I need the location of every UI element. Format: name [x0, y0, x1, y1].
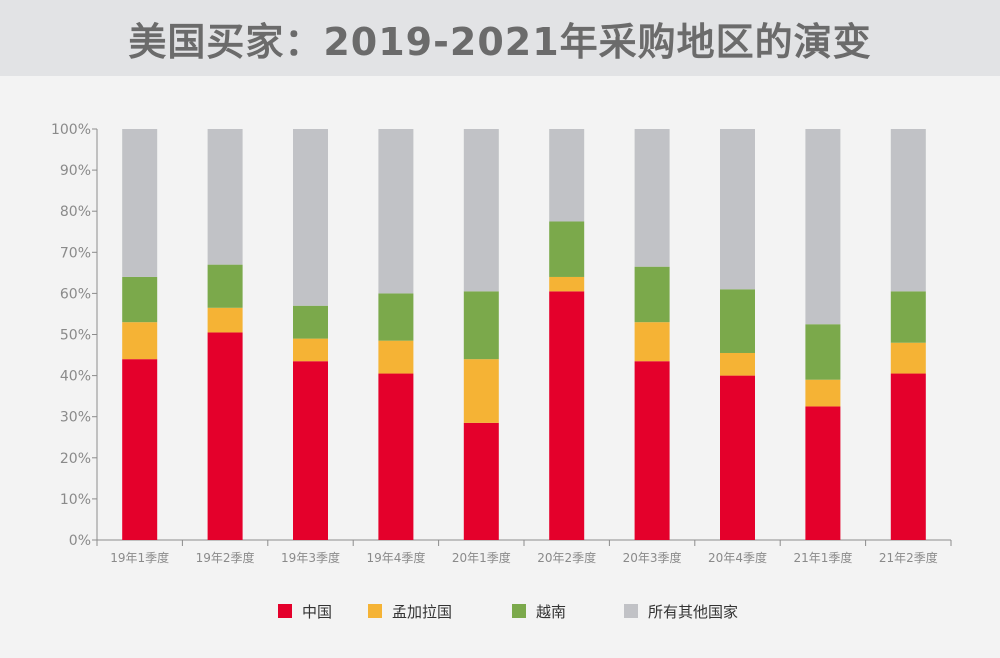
bar-segment [122, 276, 158, 323]
legend-label: 孟加拉国 [392, 602, 453, 621]
x-tick-label: 21年2季度 [879, 550, 938, 565]
bar-segment [549, 129, 585, 222]
stacked-bar-chart: 0% 10% 20% 30% 40% 50% 60% 70% 80% 90% 100% 19年1季度 1… [51, 122, 952, 565]
bar-segment [463, 129, 499, 292]
x-tick-label: 21年1季度 [793, 550, 852, 565]
legend-label: 中国 [302, 602, 333, 621]
bar-segment [720, 289, 755, 353]
y-tick-label: 50% [60, 328, 91, 344]
bar-segment [122, 129, 158, 277]
bar-segment [805, 129, 841, 325]
bar-segment [720, 375, 755, 540]
x-tick-label: 20年1季度 [452, 550, 511, 565]
bar-segment [207, 307, 243, 333]
bar-segment [378, 340, 414, 374]
bar-segment [805, 379, 841, 407]
bar-segment [293, 338, 328, 362]
x-tick-label: 19年2季度 [196, 550, 255, 565]
y-tick-label: 60% [60, 286, 91, 302]
y-tick-label: 0% [69, 533, 91, 549]
bar-segment [890, 291, 926, 343]
bar-segment [805, 324, 841, 380]
bar-segment [463, 422, 499, 540]
bar-segment [634, 322, 670, 362]
x-tick-label: 20年4季度 [708, 550, 767, 565]
x-tick-label: 19年3季度 [281, 550, 340, 565]
y-tick-label: 40% [60, 369, 91, 385]
bar-segment [293, 305, 328, 339]
legend-swatch [368, 604, 382, 618]
legend-item: 所有其他国家 [624, 598, 738, 624]
bar-segment [634, 129, 670, 267]
bar-segment [207, 332, 243, 540]
bar-segment [890, 342, 926, 374]
y-tick-label: 30% [60, 410, 91, 426]
y-tick-label: 80% [60, 204, 91, 220]
bar-segment [634, 266, 670, 323]
x-tick-label: 19年1季度 [110, 550, 169, 565]
y-tick-label: 90% [60, 163, 91, 179]
bar-segment [720, 352, 755, 376]
bar-segment [207, 129, 243, 265]
legend-swatch [278, 604, 292, 618]
bar-segment [720, 129, 755, 290]
bar-segment [122, 359, 158, 540]
legend-swatch [512, 604, 526, 618]
bar-segment [463, 291, 499, 360]
chart-title: 美国买家：2019-2021年采购地区的演变 [128, 19, 872, 64]
bar-segment [378, 129, 414, 294]
bar-segment [549, 221, 585, 277]
bar-segment [634, 361, 670, 540]
y-tick-label: 70% [60, 245, 91, 261]
y-tick-label: 20% [60, 451, 91, 467]
legend-swatch [624, 604, 638, 618]
bar-segment [378, 293, 414, 341]
bar-segment [549, 276, 585, 292]
y-tick-label: 10% [60, 492, 91, 508]
bar-segment [805, 406, 841, 540]
bar-segment [463, 359, 499, 423]
bar-segment [890, 129, 926, 292]
title-bar: 美国买家：2019-2021年采购地区的演变 [0, 0, 1000, 76]
legend-label: 所有其他国家 [648, 602, 739, 621]
bar-segment [549, 291, 585, 540]
chart-legend: 中国 孟加拉国 越南 所有其他国家 [0, 598, 1000, 624]
bar-segment [207, 264, 243, 308]
legend-item: 越南 [512, 598, 566, 624]
legend-label: 越南 [536, 602, 567, 621]
x-tick-label: 19年4季度 [366, 550, 425, 565]
bar-segment [122, 322, 158, 360]
bar-segment [378, 373, 414, 540]
y-tick-label: 100% [51, 122, 91, 138]
legend-item: 孟加拉国 [368, 598, 452, 624]
x-tick-label: 20年3季度 [623, 550, 682, 565]
legend-item: 中国 [278, 598, 332, 624]
bar-segment [890, 373, 926, 540]
x-tick-label: 20年2季度 [537, 550, 596, 565]
bar-segment [293, 129, 328, 306]
bar-segment [293, 361, 328, 540]
